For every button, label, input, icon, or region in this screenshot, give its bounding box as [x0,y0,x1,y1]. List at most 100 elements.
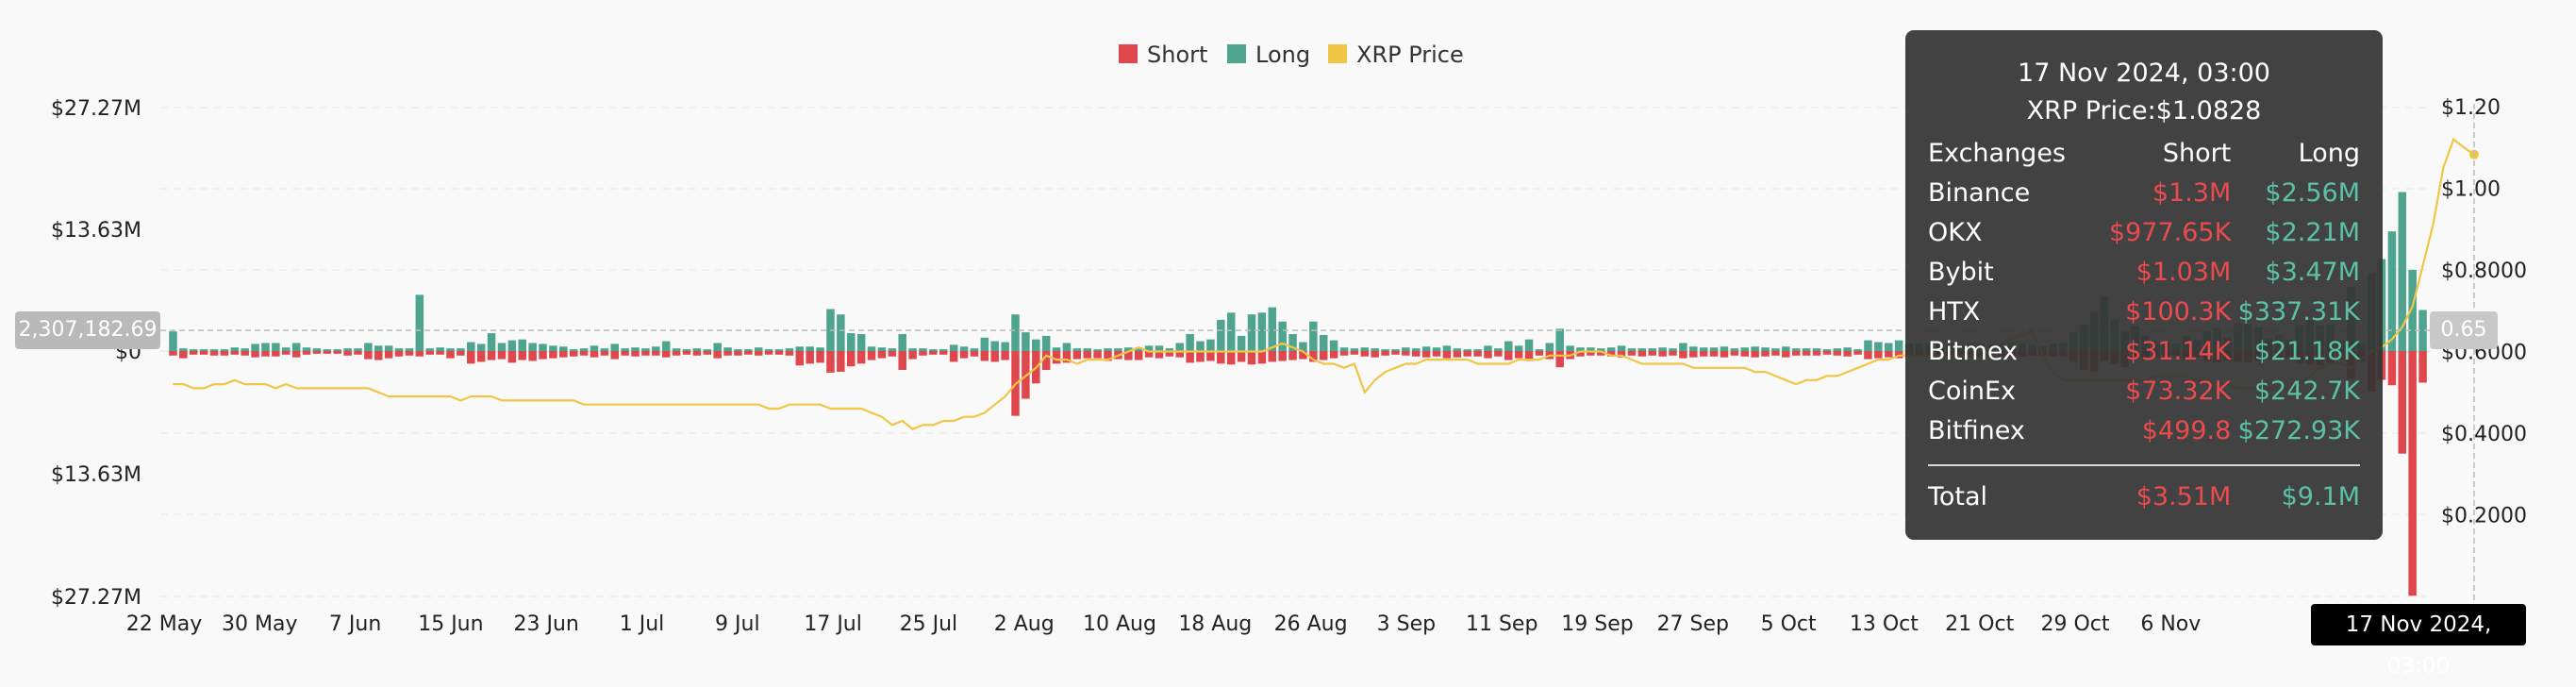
tooltip-divider [1928,464,2360,466]
short-bar [590,351,599,358]
tooltip-header-row: Exchanges Short Long [1928,134,2360,174]
long-bar [1720,346,1729,351]
x-axis-tick-label: 25 Jul [900,612,958,636]
long-value: $3.47M [2265,258,2360,287]
long-bar [631,347,640,351]
long-bar [1041,335,1051,351]
short-bar [929,351,938,355]
long-bar [1463,349,1471,351]
long-bar [1237,335,1246,351]
short-bar [230,351,240,355]
long-value: $337.31K [2237,297,2360,327]
short-bar [692,351,702,356]
long-bar [1597,348,1605,351]
long-bar [744,349,753,351]
long-bar [2387,231,2397,351]
long-bar [1894,340,1903,351]
long-bar [1134,347,1143,351]
short-bar [1689,351,1698,358]
short-bar [354,351,362,355]
short-bar [1134,351,1143,360]
short-bar [425,351,434,355]
tooltip-title: 17 Nov 2024, 03:00 [2018,59,2270,88]
short-bar [723,351,732,356]
legend-item-label[interactable]: Short [1147,42,1207,68]
short-bar [1771,351,1780,356]
x-axis-tick-label: 5 Oct [1761,612,1817,636]
short-bar [1237,351,1246,362]
long-bar [703,349,712,351]
long-bar [1257,312,1267,351]
short-bar [1299,351,1307,360]
long-bar [1402,347,1410,351]
short-bar [1104,351,1112,361]
short-bar [2398,351,2407,454]
total-label: Total [1928,482,1988,511]
long-bar [539,344,547,351]
tooltip-header-short: Short [2162,139,2232,168]
short-bar [959,351,969,359]
short-bar [785,351,794,356]
x-axis-tick-label: 30 May [222,612,297,636]
legend-swatch [1119,44,1138,63]
x-axis-tick-label: 9 Jul [715,612,760,636]
long-bar [1124,347,1133,351]
long-bar [898,334,906,351]
short-bar [1339,351,1349,356]
tooltip-total-row: Total $3.51M $9.1M [1928,478,2360,517]
short-bar [1791,351,1801,356]
long-bar [1833,348,1842,351]
short-bar [652,351,660,356]
short-bar [291,351,301,358]
short-bar [1165,351,1174,357]
long-bar [1514,345,1523,351]
long-bar [1874,342,1883,351]
short-bar [600,351,609,356]
short-bar [364,351,373,360]
legend[interactable]: Short Long XRP Price [1119,42,1464,68]
x-axis-tick-label: 10 Aug [1083,612,1156,636]
long-bar [949,344,958,351]
long-bar [241,348,249,351]
short-bar [774,351,784,355]
long-bar [2408,269,2417,351]
short-value: $977.65K [2108,218,2232,247]
long-bar [384,345,393,351]
legend-item-label[interactable]: XRP Price [1356,42,1464,68]
long-bar [795,346,805,351]
crosshair-date-badge: 17 Nov 2024, 03:00 [2311,604,2526,679]
short-bar [1535,351,1544,356]
long-bar [1175,343,1185,351]
tooltip-row: Bitmex $31.14K $21.18K [1928,332,2360,372]
short-bar [467,351,475,364]
long-bar [919,348,927,351]
long-bar [1268,307,1277,351]
short-bar [169,351,177,356]
long-bar [1421,346,1431,351]
short-value: $1.3M [2152,178,2232,208]
long-bar [1011,314,1020,351]
x-axis-tick-label: 26 Aug [1274,612,1348,636]
long-bar [1104,348,1112,351]
short-bar [1637,351,1647,357]
short-bar [1186,351,1194,363]
short-bar [272,351,280,357]
short-bar [1144,351,1154,358]
long-bar [528,343,537,351]
long-bar [2418,310,2427,351]
long-bar [272,343,280,351]
short-bar [302,351,311,355]
long-bar [1062,343,1072,351]
long-bar [1144,345,1154,351]
long-bar [1648,348,1656,351]
long-bar [1083,348,1091,351]
long-bar [1884,343,1893,351]
legend-item-label[interactable]: Long [1255,42,1310,68]
long-bar [1371,348,1379,351]
short-bar [1083,351,1091,359]
long-bar [816,347,824,351]
short-bar [1206,351,1215,361]
long-bar [641,348,650,351]
x-axis-tick-label: 15 Jun [418,612,483,636]
short-bar [1196,351,1205,362]
